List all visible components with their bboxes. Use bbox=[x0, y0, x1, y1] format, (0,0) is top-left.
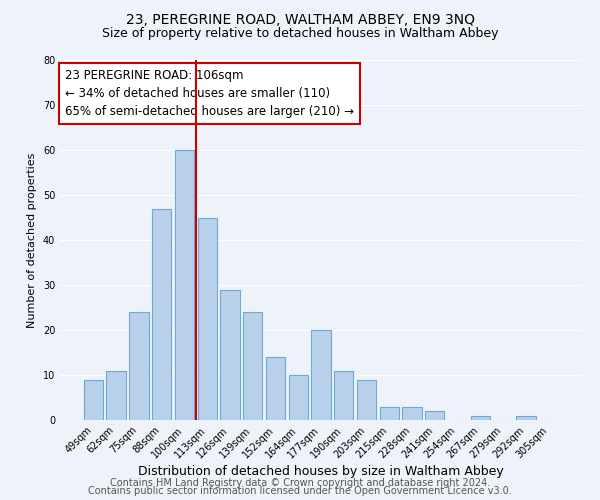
Bar bbox=[197, 218, 217, 420]
Bar bbox=[106, 370, 126, 420]
Bar bbox=[84, 380, 103, 420]
Bar bbox=[425, 411, 445, 420]
Bar bbox=[311, 330, 331, 420]
Text: 23, PEREGRINE ROAD, WALTHAM ABBEY, EN9 3NQ: 23, PEREGRINE ROAD, WALTHAM ABBEY, EN9 3… bbox=[125, 12, 475, 26]
X-axis label: Distribution of detached houses by size in Waltham Abbey: Distribution of detached houses by size … bbox=[138, 466, 504, 478]
Text: Size of property relative to detached houses in Waltham Abbey: Size of property relative to detached ho… bbox=[102, 28, 498, 40]
Text: 23 PEREGRINE ROAD: 106sqm
← 34% of detached houses are smaller (110)
65% of semi: 23 PEREGRINE ROAD: 106sqm ← 34% of detac… bbox=[65, 69, 354, 118]
Text: Contains public sector information licensed under the Open Government Licence v3: Contains public sector information licen… bbox=[88, 486, 512, 496]
Bar bbox=[152, 208, 172, 420]
Bar bbox=[289, 375, 308, 420]
Bar bbox=[403, 406, 422, 420]
Bar bbox=[380, 406, 399, 420]
Bar bbox=[470, 416, 490, 420]
Bar bbox=[175, 150, 194, 420]
Bar bbox=[357, 380, 376, 420]
Bar bbox=[243, 312, 262, 420]
Text: Contains HM Land Registry data © Crown copyright and database right 2024.: Contains HM Land Registry data © Crown c… bbox=[110, 478, 490, 488]
Bar bbox=[220, 290, 239, 420]
Bar bbox=[129, 312, 149, 420]
Bar bbox=[266, 357, 285, 420]
Bar bbox=[334, 370, 353, 420]
Y-axis label: Number of detached properties: Number of detached properties bbox=[27, 152, 37, 328]
Bar bbox=[516, 416, 536, 420]
